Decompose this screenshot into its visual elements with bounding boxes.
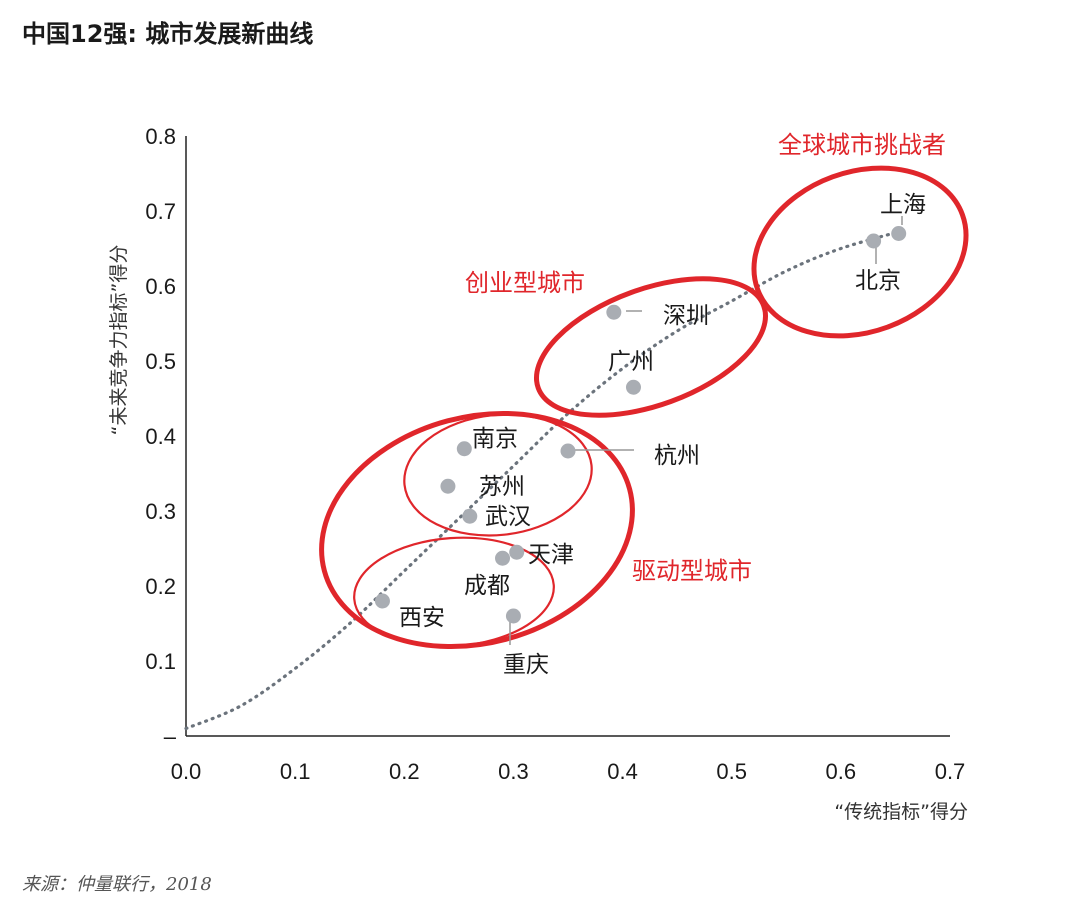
data-point bbox=[606, 305, 621, 320]
city-label-shenzhen: 深圳 bbox=[663, 303, 709, 329]
data-point bbox=[495, 551, 510, 566]
data-point bbox=[457, 441, 472, 456]
city-label-nanjing: 南京 bbox=[472, 426, 518, 452]
y-tick-label: 0.1 bbox=[145, 649, 176, 674]
city-label-tianjin: 天津 bbox=[528, 542, 574, 568]
x-tick-label: 0.5 bbox=[716, 759, 747, 784]
x-axis-label: “传统指标”得分 bbox=[834, 801, 968, 823]
data-point bbox=[462, 509, 477, 524]
group-label-global: 全球城市挑战者 bbox=[778, 131, 946, 159]
x-tick-label: 0.4 bbox=[607, 759, 638, 784]
x-tick-label: 0.6 bbox=[826, 759, 857, 784]
data-point bbox=[509, 545, 524, 560]
y-tick-label: 0.5 bbox=[145, 349, 176, 374]
data-point bbox=[561, 444, 576, 459]
city-label-xian: 西安 bbox=[399, 605, 445, 631]
group-ellipse-driver bbox=[295, 380, 659, 680]
y-tick-label: 0.7 bbox=[145, 199, 176, 224]
y-tick-label: 0.6 bbox=[145, 274, 176, 299]
city-label-wuhan: 武汉 bbox=[485, 504, 531, 530]
y-tick-label: – bbox=[164, 724, 177, 749]
y-axis-label: “未来竞争力指标”得分 bbox=[108, 245, 130, 436]
group-label-startup: 创业型城市 bbox=[465, 269, 585, 297]
data-point bbox=[626, 380, 641, 395]
data-point bbox=[440, 479, 455, 494]
city-label-hangzhou: 杭州 bbox=[654, 443, 700, 469]
x-tick-label: 0.7 bbox=[935, 759, 966, 784]
data-point bbox=[506, 609, 521, 624]
y-tick-label: 0.8 bbox=[145, 124, 176, 149]
data-point bbox=[891, 226, 906, 241]
city-label-guangzhou: 广州 bbox=[608, 349, 654, 375]
group-label-driver: 驱动型城市 bbox=[632, 557, 752, 585]
source-note: 来源：仲量联行，2018 bbox=[22, 870, 212, 896]
data-point bbox=[866, 234, 881, 249]
group-ellipse-global bbox=[730, 140, 990, 365]
x-tick-label: 0.1 bbox=[280, 759, 311, 784]
city-label-chengdu: 成都 bbox=[464, 573, 510, 599]
x-tick-label: 0.0 bbox=[171, 759, 202, 784]
city-label-suzhou: 苏州 bbox=[479, 474, 525, 500]
x-tick-label: 0.2 bbox=[389, 759, 420, 784]
x-tick-label: 0.3 bbox=[498, 759, 529, 784]
y-tick-label: 0.2 bbox=[145, 574, 176, 599]
y-tick-label: 0.3 bbox=[145, 499, 176, 524]
city-label-beijing: 北京 bbox=[855, 268, 901, 294]
y-tick-label: 0.4 bbox=[145, 424, 176, 449]
city-label-shanghai: 上海 bbox=[880, 192, 926, 218]
data-point bbox=[375, 594, 390, 609]
city-label-chongqing: 重庆 bbox=[503, 652, 549, 678]
